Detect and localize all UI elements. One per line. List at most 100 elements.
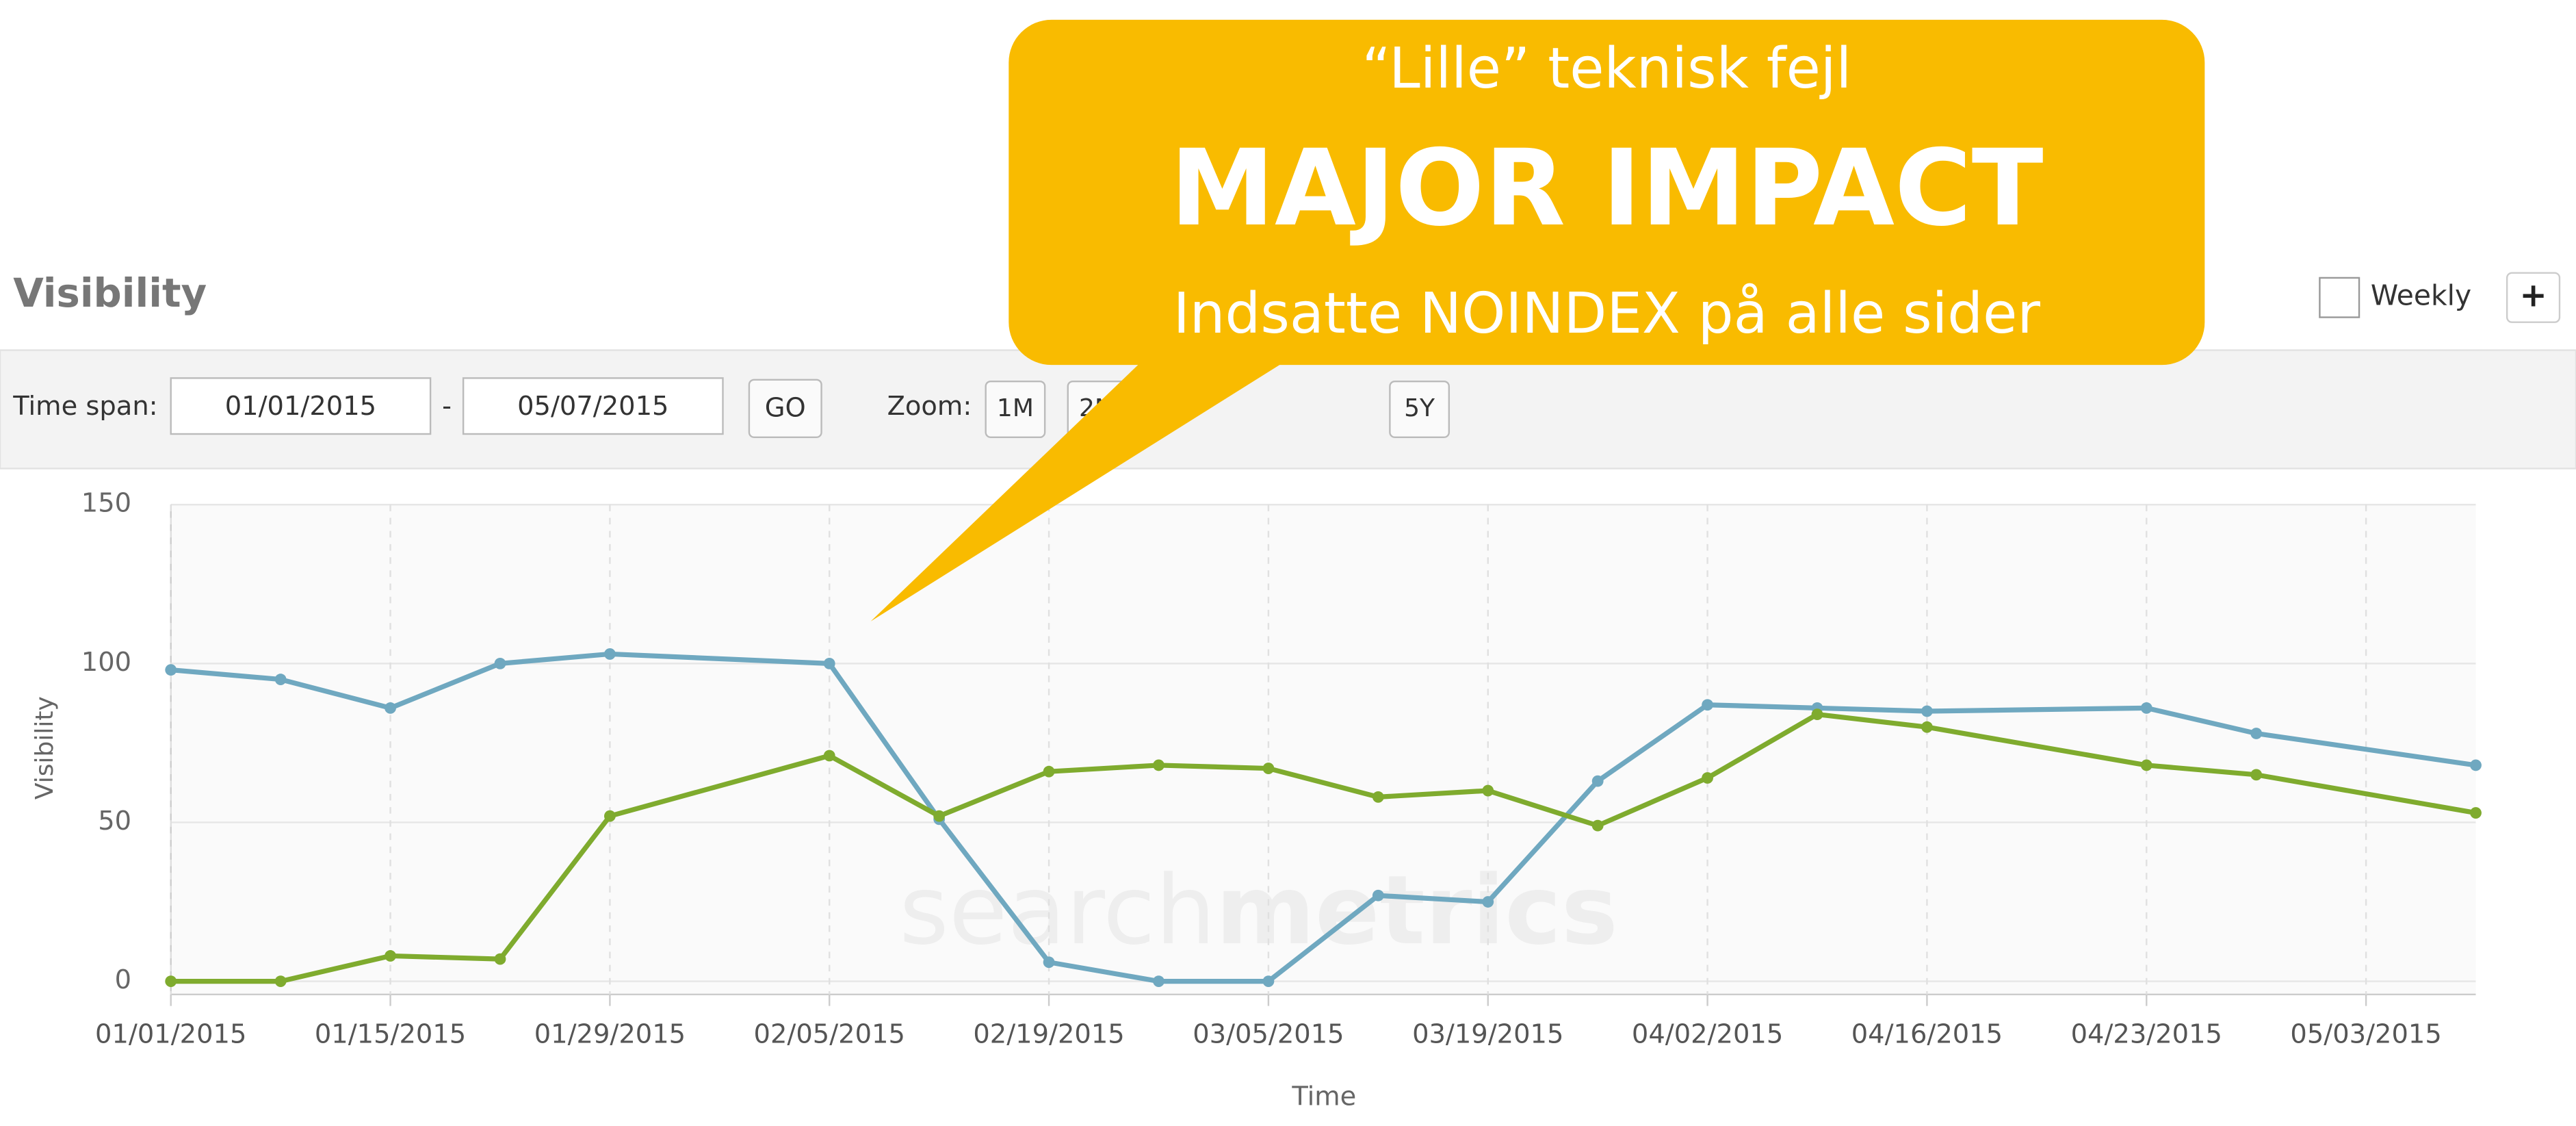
calendar-icon[interactable] [2319, 277, 2360, 318]
series-segment [2144, 763, 2259, 778]
callout-line: “Lille” teknisk fejl [1362, 36, 1851, 101]
plot-area [170, 504, 2476, 995]
series-segment [1375, 788, 1491, 799]
series-segment [1704, 712, 1820, 781]
data-point [2470, 759, 2482, 771]
interval-button[interactable]: Weekly [2371, 279, 2471, 312]
series-segment [1595, 702, 1710, 784]
series-segment [827, 661, 942, 822]
date-to[interactable]: 05/07/2015 [517, 391, 668, 422]
data-point [1591, 819, 1604, 832]
data-point [1043, 956, 1055, 969]
series-segment [387, 661, 503, 711]
series-segment [278, 676, 393, 711]
series-segment [2144, 705, 2259, 737]
zoom-button[interactable]: 5Y [1404, 394, 1435, 422]
series-segment [937, 817, 1052, 965]
data-point [494, 953, 506, 965]
data-point [494, 657, 506, 669]
x-tick-label: 01/15/2015 [315, 1019, 466, 1049]
data-point [2470, 807, 2482, 819]
data-point [2140, 759, 2152, 771]
x-tick-label: 01/29/2015 [534, 1019, 686, 1049]
series-segment [497, 651, 612, 666]
data-point [1153, 759, 1165, 771]
date-input[interactable] [170, 377, 432, 435]
zoom-button[interactable]: 1M [997, 394, 1034, 422]
series-segment [1485, 788, 1600, 828]
series-segment [278, 953, 393, 984]
data-point [823, 657, 835, 669]
data-point [1921, 705, 1933, 717]
data-point [823, 750, 835, 762]
data-point [1043, 765, 1055, 778]
add-button[interactable]: + [2519, 277, 2547, 315]
x-tick-label: 02/19/2015 [973, 1019, 1124, 1049]
series-segment [1595, 775, 1710, 828]
y-tick-label: 50 [98, 806, 131, 836]
data-point [1153, 975, 1165, 987]
data-point [2140, 702, 2152, 714]
zoom-button-box[interactable] [985, 380, 1046, 439]
y-tick-label: 150 [81, 488, 131, 519]
series-segment [1704, 702, 1820, 711]
series-segment [1156, 763, 1271, 771]
x-tick-label: 01/01/2015 [95, 1019, 246, 1049]
series-segment [1046, 763, 1162, 774]
time-span-label: Time span: [12, 391, 157, 422]
data-point [2250, 769, 2263, 781]
callout-headline: MAJOR IMPACT [1170, 127, 2044, 250]
y-axis-title: Visibility [31, 696, 59, 799]
data-point [1482, 896, 1494, 908]
series-segment [1814, 705, 1930, 714]
date-from[interactable]: 01/01/2015 [225, 391, 376, 422]
series-segment [1266, 893, 1381, 984]
data-point [1702, 772, 1713, 784]
date-input[interactable] [462, 377, 724, 435]
data-point [1591, 775, 1604, 787]
series-segment [937, 769, 1052, 819]
go-button[interactable]: GO [765, 392, 806, 423]
data-point [603, 810, 616, 822]
watermark: metrics [1216, 855, 1618, 966]
add-button-box[interactable] [2506, 272, 2561, 323]
series-segment [387, 953, 503, 962]
series-segment [827, 753, 942, 819]
series-segment [1375, 893, 1491, 905]
go-button-box[interactable] [748, 379, 822, 439]
x-tick-label: 05/03/2015 [2290, 1019, 2441, 1049]
data-point [1482, 784, 1494, 797]
callout [1009, 19, 2205, 366]
series-segment [1814, 712, 1930, 730]
zoom-button-box[interactable] [1389, 380, 1450, 439]
data-point [385, 950, 396, 962]
data-point [1921, 721, 1933, 733]
series-segment [1266, 765, 1381, 799]
data-point [385, 702, 396, 714]
data-point [274, 975, 287, 987]
date-separator: - [442, 391, 452, 422]
series-segment [2254, 772, 2479, 816]
x-tick-label: 04/16/2015 [1851, 1019, 2003, 1049]
series-segment [168, 667, 283, 682]
series-segment [2254, 730, 2479, 768]
data-point [1262, 763, 1275, 774]
data-point [1811, 708, 1823, 721]
chart: 0 50 100 150 01/01/2015 01/15/2015 01/29/2015 0… [81, 488, 2482, 1049]
series-segment [1485, 778, 1600, 905]
x-tick-label: 04/23/2015 [2071, 1019, 2222, 1049]
callout-line: Indsatte NOINDEX på alle sider [1173, 281, 2041, 346]
watermark: search [899, 855, 1216, 966]
data-point [1702, 699, 1713, 711]
data-point [603, 648, 616, 660]
data-point [165, 975, 177, 987]
data-point [1372, 791, 1384, 803]
data-point [165, 664, 177, 676]
data-point [274, 674, 287, 685]
series-segment [607, 651, 832, 666]
data-point [1372, 889, 1384, 901]
series-segment [1924, 724, 2149, 768]
x-tick-label: 03/19/2015 [1412, 1019, 1563, 1049]
